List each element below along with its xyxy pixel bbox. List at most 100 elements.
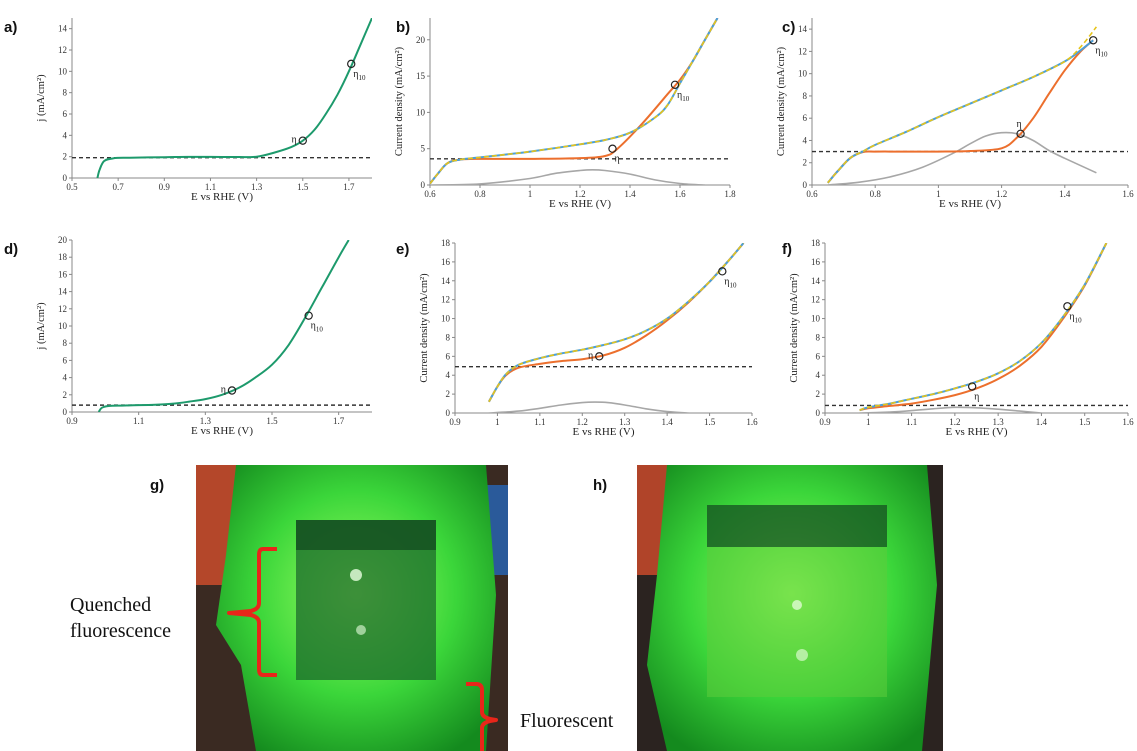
eta-label: η10 xyxy=(311,321,324,334)
y-axis-label: Current density (mA/cm²) xyxy=(419,273,430,383)
chart-panel-2: c) 0 2 4 6 8 10 12 14 0.6 0.8 1 1.2 1.4 1.6 E vs RHE (V… xyxy=(776,18,1134,210)
y-tick-label: 4 xyxy=(816,370,821,380)
eta-marker xyxy=(227,386,237,395)
eta-label: η xyxy=(1017,119,1022,130)
photo-h-bubble xyxy=(796,649,808,661)
x-tick-label: 1 xyxy=(495,417,500,427)
quenched-fluorescence-label: Quenched fluorescence xyxy=(70,594,172,642)
y-tick-label: 2 xyxy=(816,389,821,399)
x-tick-label: 1.3 xyxy=(251,182,263,192)
fluorescent-bracket xyxy=(466,682,498,751)
y-tick-label: 12 xyxy=(798,46,807,56)
eta-marker xyxy=(1016,129,1025,138)
y-tick-label: 16 xyxy=(441,257,451,267)
photo-h-bubble xyxy=(792,600,802,610)
x-axis-label: E vs RHE (V) xyxy=(191,425,253,437)
x-tick-label: 0.8 xyxy=(474,189,486,199)
y-axis-label: Current density (mA/cm²) xyxy=(789,273,800,383)
y-tick-label: 16 xyxy=(811,257,821,267)
y-tick-label: 16 xyxy=(58,269,68,279)
y-tick-label: 6 xyxy=(816,351,821,361)
y-tick-label: 4 xyxy=(803,135,808,145)
x-tick-label: 1 xyxy=(528,189,533,199)
series-yellow_dash xyxy=(488,243,745,403)
x-tick-label: 0.6 xyxy=(806,189,818,199)
x-tick-label: 1.2 xyxy=(577,417,588,427)
y-tick-label: 14 xyxy=(58,24,68,34)
x-axis-label: E vs RHE (V) xyxy=(549,198,611,210)
eta-label: η xyxy=(292,135,297,146)
y-tick-label: 14 xyxy=(811,276,821,286)
y-tick-label: 18 xyxy=(441,238,451,248)
panel-letter: e) xyxy=(396,241,409,258)
y-tick-label: 4 xyxy=(63,373,68,383)
x-tick-label: 1 xyxy=(936,189,941,199)
series-orange xyxy=(859,243,1108,412)
y-tick-label: 0 xyxy=(446,408,451,418)
eta-label: η xyxy=(974,392,979,403)
y-tick-label: 10 xyxy=(58,321,68,331)
x-tick-label: 1.3 xyxy=(993,417,1005,427)
y-tick-label: 8 xyxy=(63,338,68,348)
eta-marker xyxy=(967,382,977,391)
eta-label: η xyxy=(615,154,620,165)
series-orange xyxy=(827,39,1094,184)
x-tick-label: 1.6 xyxy=(1122,417,1134,427)
eta-label: η xyxy=(221,385,226,396)
x-tick-label: 1.7 xyxy=(343,182,355,192)
x-tick-label: 0.5 xyxy=(66,182,78,192)
eta-label: η10 xyxy=(1069,311,1082,324)
x-tick-label: 1 xyxy=(866,417,871,427)
photo-g-bubble xyxy=(350,569,362,581)
x-tick-label: 1.8 xyxy=(724,189,736,199)
photo-h xyxy=(637,465,943,751)
y-axis-label: Current density (mA/cm²) xyxy=(776,46,787,156)
y-tick-label: 0 xyxy=(63,173,68,183)
y-tick-label: 12 xyxy=(58,304,67,314)
x-tick-label: 1.4 xyxy=(1036,417,1048,427)
y-tick-label: 12 xyxy=(441,295,450,305)
eta-marker xyxy=(608,144,617,153)
y-axis-label: Current density (mA/cm²) xyxy=(394,46,405,156)
eta-marker xyxy=(1063,302,1072,311)
eta-label: η10 xyxy=(724,276,737,289)
y-tick-label: 0 xyxy=(421,180,426,190)
y-tick-label: 2 xyxy=(446,389,451,399)
series-yellow_dash xyxy=(430,18,719,185)
y-tick-label: 10 xyxy=(441,314,451,324)
y-axis-label: j (mA/cm²) xyxy=(36,302,47,351)
x-tick-label: 1.1 xyxy=(133,416,144,426)
y-tick-label: 10 xyxy=(58,66,68,76)
x-tick-label: 0.9 xyxy=(66,416,78,426)
eta-marker xyxy=(670,80,680,90)
y-tick-label: 15 xyxy=(416,71,426,81)
x-tick-label: 1.4 xyxy=(662,417,674,427)
x-tick-label: 1.4 xyxy=(1059,189,1071,199)
y-tick-label: 8 xyxy=(816,332,821,342)
x-tick-label: 0.9 xyxy=(449,417,461,427)
series-orange xyxy=(488,243,745,403)
x-tick-label: 1.5 xyxy=(704,417,716,427)
eta-label: η xyxy=(588,350,593,361)
y-tick-label: 4 xyxy=(446,370,451,380)
y-tick-label: 12 xyxy=(58,45,67,55)
x-tick-label: 1.2 xyxy=(574,189,585,199)
chart-panel-1: b) 0 5 10 15 20 0.6 0.8 1 1.2 1.4 1.6 1.8 E vs RHE (V… xyxy=(394,18,736,210)
y-tick-label: 8 xyxy=(803,91,808,101)
chart-panel-4: e) 0 2 4 6 8 10 12 14 16 18 0.9 1 1.1 1.2 1.3 1.4 1.5 1.6 E… xyxy=(396,238,758,438)
x-tick-label: 1.3 xyxy=(619,417,631,427)
photo-h-electrode xyxy=(707,547,887,697)
x-axis-label: E vs RHE (V) xyxy=(191,191,253,203)
series-yellow_dash xyxy=(827,26,1098,184)
eta-marker xyxy=(304,311,313,320)
series-green xyxy=(96,18,372,178)
eta-marker xyxy=(298,136,307,145)
eta-marker xyxy=(1089,36,1098,45)
y-tick-label: 6 xyxy=(446,351,451,361)
y-tick-label: 14 xyxy=(58,287,68,297)
x-tick-label: 1.6 xyxy=(674,189,686,199)
series-blue xyxy=(488,243,745,403)
photo-h-letter: h) xyxy=(593,477,608,494)
x-tick-label: 0.6 xyxy=(424,189,436,199)
panel-letter: a) xyxy=(4,19,17,36)
